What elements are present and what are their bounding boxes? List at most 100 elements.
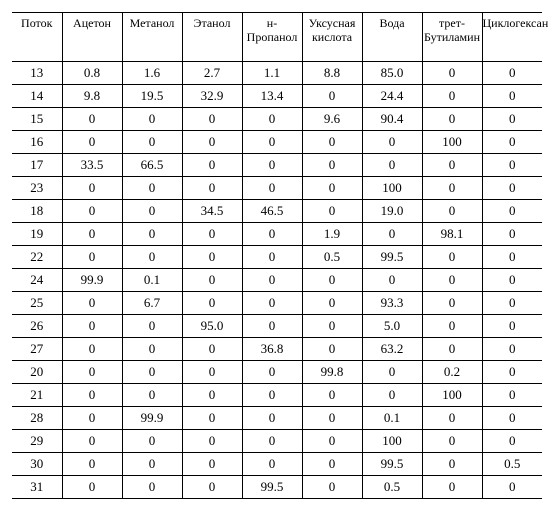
table-cell: 0 xyxy=(302,269,362,292)
table-cell: 0 xyxy=(302,200,362,223)
table-cell: 0.1 xyxy=(122,269,182,292)
table-cell: 13.4 xyxy=(242,85,302,108)
table-cell: 0 xyxy=(482,223,542,246)
table-cell: 0 xyxy=(122,131,182,154)
table-cell: 0 xyxy=(302,476,362,499)
table-cell: 0.8 xyxy=(62,62,122,85)
table-cell: 19.0 xyxy=(362,200,422,223)
table-cell: 0 xyxy=(302,407,362,430)
col-water: Вода xyxy=(362,13,422,62)
table-cell: 22 xyxy=(12,246,62,269)
table-cell: 9.8 xyxy=(62,85,122,108)
table-cell: 0 xyxy=(62,246,122,269)
table-cell: 0 xyxy=(482,407,542,430)
table-cell: 29 xyxy=(12,430,62,453)
table-row: 2700036.8063.200 xyxy=(12,338,542,361)
table-cell: 98.1 xyxy=(422,223,482,246)
table-cell: 0 xyxy=(302,177,362,200)
table-cell: 0 xyxy=(422,315,482,338)
table-cell: 0 xyxy=(302,338,362,361)
table-cell: 1.9 xyxy=(302,223,362,246)
col-n-propanol: н-Пропанол xyxy=(242,13,302,62)
table-cell: 0 xyxy=(242,384,302,407)
table-cell: 0 xyxy=(242,154,302,177)
table-cell: 0 xyxy=(182,476,242,499)
table-cell: 0 xyxy=(62,453,122,476)
table-cell: 0 xyxy=(182,453,242,476)
col-cyclohexane: Циклогексан xyxy=(482,13,542,62)
table-cell: 0 xyxy=(482,62,542,85)
table-cell: 14 xyxy=(12,85,62,108)
table-cell: 0 xyxy=(122,223,182,246)
table-cell: 0.1 xyxy=(362,407,422,430)
table-cell: 0 xyxy=(242,269,302,292)
table-cell: 0.2 xyxy=(422,361,482,384)
table-cell: 0 xyxy=(422,430,482,453)
table-cell: 99.8 xyxy=(302,361,362,384)
table-cell: 0 xyxy=(62,361,122,384)
table-cell: 0 xyxy=(182,154,242,177)
table-cell: 0 xyxy=(362,269,422,292)
table-cell: 26 xyxy=(12,315,62,338)
col-acetic-acid: Уксусная кислота xyxy=(302,13,362,62)
table-cell: 0 xyxy=(62,476,122,499)
table-cell: 33.5 xyxy=(62,154,122,177)
table-row: 230000010000 xyxy=(12,177,542,200)
table-cell: 0 xyxy=(242,453,302,476)
table-cell: 0 xyxy=(482,85,542,108)
table-cell: 0 xyxy=(302,453,362,476)
table-cell: 0 xyxy=(422,62,482,85)
table-cell: 0 xyxy=(482,430,542,453)
table-cell: 0 xyxy=(422,85,482,108)
table-cell: 0 xyxy=(302,131,362,154)
table-cell: 32.9 xyxy=(182,85,242,108)
table-cell: 0 xyxy=(62,131,122,154)
table-row: 2200000.599.500 xyxy=(12,246,542,269)
table-cell: 90.4 xyxy=(362,108,422,131)
table-cell: 0 xyxy=(122,108,182,131)
table-cell: 0 xyxy=(242,407,302,430)
table-cell: 5.0 xyxy=(362,315,422,338)
table-cell: 0 xyxy=(242,223,302,246)
table-cell: 19 xyxy=(12,223,62,246)
table-cell: 24 xyxy=(12,269,62,292)
table-cell: 0 xyxy=(62,223,122,246)
table-cell: 0 xyxy=(482,361,542,384)
col-stream: Поток xyxy=(12,13,62,62)
table-cell: 0 xyxy=(242,430,302,453)
table-cell: 27 xyxy=(12,338,62,361)
table-row: 2499.90.1000000 xyxy=(12,269,542,292)
table-cell: 0 xyxy=(422,269,482,292)
table-cell: 0 xyxy=(362,384,422,407)
table-row: 260095.0005.000 xyxy=(12,315,542,338)
table-cell: 46.5 xyxy=(242,200,302,223)
table-cell: 100 xyxy=(362,430,422,453)
table-cell: 18 xyxy=(12,200,62,223)
table-cell: 0 xyxy=(482,108,542,131)
table-cell: 0 xyxy=(182,361,242,384)
table-cell: 0 xyxy=(422,177,482,200)
table-cell: 0 xyxy=(482,476,542,499)
table-cell: 0 xyxy=(182,407,242,430)
table-cell: 0 xyxy=(302,384,362,407)
table-cell: 100 xyxy=(362,177,422,200)
table-cell: 0 xyxy=(122,200,182,223)
table-cell: 0 xyxy=(302,292,362,315)
table-cell: 0 xyxy=(182,131,242,154)
table-cell: 99.9 xyxy=(62,269,122,292)
table-cell: 0 xyxy=(182,292,242,315)
table-cell: 66.5 xyxy=(122,154,182,177)
table-row: 130.81.62.71.18.885.000 xyxy=(12,62,542,85)
table-cell: 23 xyxy=(12,177,62,200)
table-row: 160000001000 xyxy=(12,131,542,154)
table-header-row: Поток Ацетон Метанол Этанол н-Пропанол У… xyxy=(12,13,542,62)
table-row: 2506.700093.300 xyxy=(12,292,542,315)
table-cell: 0 xyxy=(62,338,122,361)
table-cell: 99.5 xyxy=(362,453,422,476)
table-cell: 0 xyxy=(242,246,302,269)
table-cell: 0 xyxy=(242,177,302,200)
table-cell: 85.0 xyxy=(362,62,422,85)
table-cell: 0 xyxy=(182,108,242,131)
table-cell: 100 xyxy=(422,384,482,407)
table-cell: 100 xyxy=(422,131,482,154)
